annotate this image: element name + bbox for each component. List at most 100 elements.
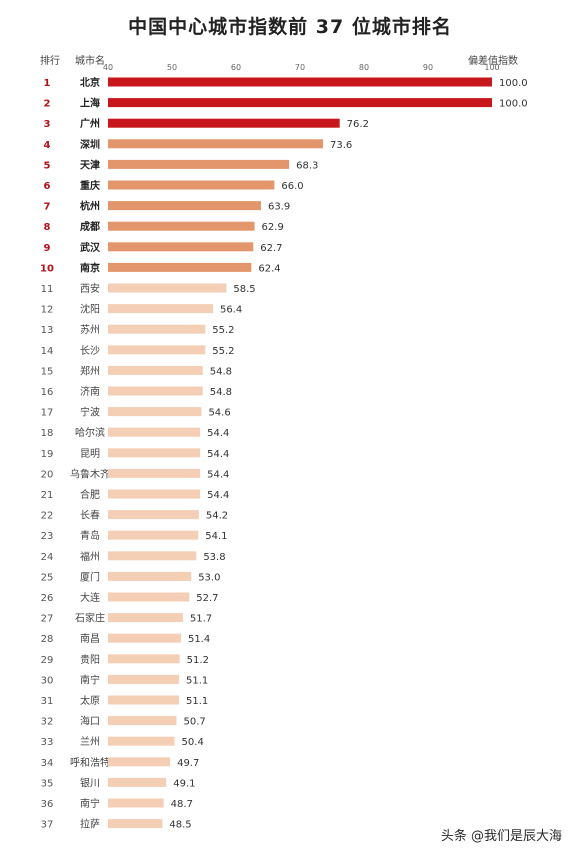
- bar: [108, 819, 163, 829]
- value-label: 54.1: [205, 531, 227, 542]
- value-label: 49.7: [177, 758, 199, 769]
- value-label: 54.4: [207, 469, 229, 480]
- rank-label: 21: [41, 490, 54, 501]
- value-label: 54.6: [208, 408, 230, 419]
- rank-label: 27: [41, 614, 54, 625]
- city-label: 南昌: [80, 632, 100, 645]
- rank-label: 30: [41, 675, 54, 686]
- rank-label: 8: [44, 222, 51, 233]
- city-label: 银川: [80, 776, 100, 789]
- rank-label: 14: [41, 346, 54, 357]
- bar: [108, 98, 492, 108]
- bar: [108, 283, 227, 293]
- bar: [108, 757, 171, 767]
- rank-label: 13: [41, 325, 54, 336]
- bar: [108, 386, 203, 396]
- bar: [108, 242, 254, 252]
- rank-label: 12: [41, 305, 54, 316]
- city-label: 昆明: [80, 448, 100, 460]
- city-label: 成都: [80, 220, 100, 233]
- value-label: 54.4: [207, 428, 229, 439]
- rank-label: 37: [41, 820, 54, 831]
- city-label: 拉萨: [80, 818, 100, 831]
- rank-label: 19: [41, 449, 54, 460]
- rank-label: 18: [41, 428, 54, 439]
- bar: [108, 674, 180, 684]
- value-label: 62.7: [260, 243, 282, 254]
- value-label: 51.2: [187, 655, 209, 666]
- bar: [108, 201, 261, 211]
- bar: [108, 345, 206, 355]
- x-tick-label: 70: [295, 63, 305, 72]
- rank-header: 排行: [40, 56, 60, 67]
- city-label: 哈尔滨: [75, 426, 105, 439]
- value-label: 51.1: [186, 675, 208, 686]
- rank-label: 32: [41, 717, 54, 728]
- city-label: 武汉: [80, 241, 101, 254]
- bar: [108, 654, 180, 664]
- x-tick-label: 90: [423, 63, 433, 72]
- value-label: 54.4: [207, 449, 229, 460]
- value-label: 50.7: [183, 717, 205, 728]
- value-label: 58.5: [233, 284, 255, 295]
- city-label: 呼和浩特: [70, 757, 110, 769]
- value-label: 50.4: [182, 737, 204, 748]
- city-label: 杭州: [80, 200, 100, 213]
- rank-label: 6: [44, 181, 51, 192]
- x-tick-label: 50: [167, 63, 177, 72]
- bar: [108, 427, 201, 437]
- value-label: 54.4: [207, 490, 229, 501]
- rank-label: 22: [41, 511, 54, 522]
- city-label: 乌鲁木齐: [70, 467, 110, 480]
- rank-label: 31: [41, 696, 54, 707]
- city-label: 南京: [80, 261, 100, 274]
- value-label: 54.8: [210, 387, 232, 398]
- city-label: 福州: [80, 550, 100, 563]
- rank-label: 35: [41, 778, 54, 789]
- rank-label: 11: [41, 284, 54, 295]
- x-tick-label: 40: [103, 63, 113, 72]
- city-label: 重庆: [80, 179, 100, 192]
- city-label: 青岛: [80, 529, 100, 542]
- bar: [108, 77, 492, 87]
- rank-label: 20: [41, 469, 54, 480]
- rank-label: 2: [44, 99, 51, 110]
- rank-label: 28: [41, 634, 54, 645]
- bar: [108, 716, 177, 726]
- x-tick-label: 100: [484, 63, 499, 72]
- city-label: 沈阳: [80, 303, 100, 316]
- chart-title: 中国中心城市指数前 37 位城市排名: [128, 16, 452, 38]
- rank-label: 9: [44, 243, 51, 254]
- x-tick-label: 60: [231, 63, 241, 72]
- bar: [108, 262, 252, 272]
- bar: [108, 468, 201, 478]
- rank-label: 10: [40, 263, 54, 274]
- city-label: 长春: [80, 510, 100, 522]
- bar: [108, 221, 255, 231]
- rank-label: 26: [41, 593, 54, 604]
- bar: [108, 571, 192, 581]
- rank-label: 29: [41, 655, 54, 666]
- bar: [108, 592, 190, 602]
- value-label: 51.1: [186, 696, 208, 707]
- bar: [108, 777, 167, 787]
- city-label: 济南: [80, 385, 100, 398]
- city-label: 贵阳: [80, 653, 100, 666]
- value-label: 49.1: [173, 778, 195, 789]
- value-label: 56.4: [220, 305, 242, 316]
- city-label: 苏州: [80, 323, 100, 336]
- bar: [108, 180, 275, 190]
- city-label: 郑州: [80, 364, 100, 377]
- bar: [108, 613, 183, 623]
- rank-label: 5: [44, 160, 51, 171]
- x-tick-label: 80: [359, 63, 369, 72]
- city-label: 北京: [80, 76, 100, 89]
- rank-label: 36: [41, 799, 54, 810]
- value-label: 68.3: [296, 160, 318, 171]
- bar: [108, 365, 203, 375]
- watermark: 头条 @我们是辰大海: [436, 824, 566, 845]
- city-label: 深圳: [80, 138, 100, 151]
- city-label: 厦门: [80, 570, 100, 583]
- rank-label: 7: [44, 202, 51, 213]
